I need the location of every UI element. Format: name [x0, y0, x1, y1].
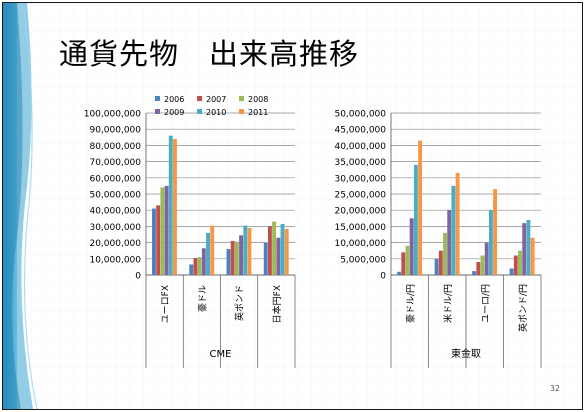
slide-title: 通貨先物 出来高推移 — [59, 37, 360, 71]
bar-2006-3 — [226, 249, 231, 275]
y-tick-label: 80,000,000 — [89, 142, 141, 152]
legend-label: 2009 — [164, 108, 184, 117]
x-axis-group-label: 東金取 — [451, 347, 481, 360]
legend-swatch-2008 — [239, 96, 244, 101]
charts-area: 0 10,000,000 20,000,000 30,000,000 40,000,00… — [84, 95, 542, 368]
y-tick-label: 70,000,000 — [89, 158, 141, 168]
category-label: ユーロFX — [161, 285, 171, 323]
y-tick-label: 25,000,000 — [334, 191, 386, 201]
y-tick-label: 60,000,000 — [89, 174, 141, 184]
bar-2009-2 — [447, 210, 452, 275]
bar-2010-1 — [413, 164, 418, 275]
y-tick-label: 45,000,000 — [334, 126, 386, 136]
bar-2006-3 — [472, 271, 477, 275]
bar-2007-3 — [230, 240, 235, 275]
slide-background — [3, 3, 582, 409]
bar-2010-3 — [488, 210, 493, 275]
bar-2008-3 — [480, 255, 485, 275]
legend-swatch-2011 — [239, 109, 244, 114]
category-label: 豪ドル — [196, 285, 208, 312]
legend-swatch-2007 — [197, 96, 202, 101]
side-decoration — [3, 3, 38, 409]
y-tick-label: 50,000,000 — [334, 110, 386, 120]
y-tick-label: 15,000,000 — [334, 223, 386, 233]
bar-2006-1 — [397, 271, 402, 275]
bar-2010-2 — [206, 232, 210, 275]
y-tick-label: 90,000,000 — [89, 126, 141, 136]
legend-label: 2010 — [206, 108, 226, 117]
y-tick-label: 100,000,000 — [84, 110, 142, 120]
bar-2006-1 — [152, 208, 156, 275]
bar-2011-3 — [493, 189, 498, 275]
legend-swatch-2009 — [155, 109, 160, 114]
bar-2011-2 — [210, 225, 215, 275]
page-number: 32 — [549, 384, 560, 393]
bar-2009-3 — [239, 235, 244, 275]
bar-2011-1 — [173, 138, 177, 275]
bar-2009-3 — [484, 242, 489, 275]
bar-2007-2 — [438, 250, 443, 275]
bar-2007-1 — [401, 252, 406, 275]
category-label: ユーロ/円 — [480, 284, 491, 323]
bar-2009-1 — [164, 185, 169, 275]
bar-2009-1 — [409, 218, 414, 275]
y-tick-label: 35,000,000 — [334, 158, 386, 168]
bar-2011-4 — [284, 228, 289, 275]
y-tick-label: 10,000,000 — [89, 255, 141, 265]
bar-2010-1 — [168, 135, 173, 275]
y-tick-label: 10,000,000 — [334, 239, 386, 249]
bar-2006-2 — [189, 264, 194, 275]
y-tick-label: 0 — [135, 272, 141, 282]
category-label: 米ドル/円 — [442, 284, 454, 323]
category-label: 日本円FX — [271, 285, 283, 323]
bar-2011-3 — [247, 228, 252, 275]
x-axis-group-label: CME — [210, 349, 232, 360]
bar-2008-1 — [405, 245, 410, 275]
bar-2007-2 — [193, 257, 198, 275]
category-label: 豪ドル/円 — [404, 284, 416, 323]
bar-2009-2 — [201, 248, 206, 275]
y-tick-label: 20,000,000 — [89, 239, 141, 249]
bar-2006-2 — [434, 258, 439, 275]
legend-label: 2007 — [206, 95, 226, 104]
y-tick-label: 40,000,000 — [334, 142, 386, 152]
bar-2006-4 — [509, 268, 514, 275]
bar-2011-4 — [530, 237, 535, 275]
bar-2011-2 — [455, 172, 460, 275]
legend-label: 2011 — [248, 108, 268, 117]
bar-2007-4 — [267, 226, 272, 275]
y-tick-label: 5,000,000 — [340, 255, 386, 265]
y-tick-label: 30,000,000 — [334, 174, 386, 184]
bar-2008-2 — [443, 232, 447, 275]
bar-2007-3 — [476, 262, 481, 275]
bar-2008-4 — [518, 250, 522, 275]
bar-2010-4 — [280, 223, 285, 275]
legend-label: 2008 — [248, 95, 268, 104]
bar-2008-3 — [234, 241, 239, 275]
bar-2006-4 — [263, 242, 268, 275]
bar-2008-1 — [160, 187, 165, 275]
y-tick-label: 50,000,000 — [89, 191, 141, 201]
category-label: 英ポンド/円 — [517, 284, 529, 332]
y-tick-label: 40,000,000 — [89, 207, 141, 217]
bar-2010-4 — [526, 219, 531, 275]
legend-label: 2006 — [164, 95, 184, 104]
y-tick-label: 0 — [380, 272, 386, 282]
category-label: 英ポンド — [234, 285, 246, 321]
bar-2008-4 — [272, 221, 277, 275]
bar-2009-4 — [522, 223, 527, 275]
y-tick-label: 30,000,000 — [89, 223, 141, 233]
bar-2010-3 — [243, 225, 248, 275]
y-tick-label: 20,000,000 — [334, 207, 386, 217]
bar-2008-2 — [197, 257, 202, 275]
bar-2007-4 — [513, 255, 518, 275]
bar-2010-2 — [451, 185, 456, 275]
bar-2011-1 — [418, 140, 423, 275]
legend-swatch-2006 — [155, 96, 160, 101]
bar-2007-1 — [156, 205, 161, 275]
legend-swatch-2010 — [197, 109, 202, 114]
bar-2009-4 — [276, 237, 281, 275]
